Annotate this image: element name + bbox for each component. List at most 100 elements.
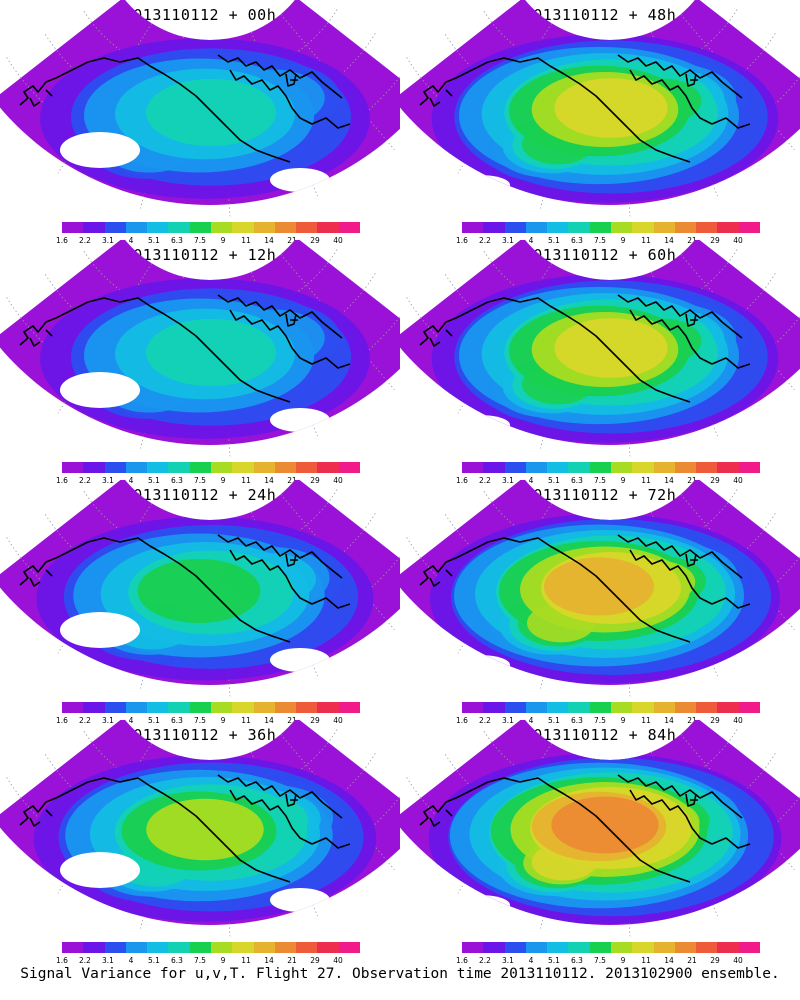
colorbar-tick-label: 6.3 xyxy=(571,956,583,965)
colorbar-tick-label: 5.1 xyxy=(148,956,160,965)
colorbar-tick-label: 5.1 xyxy=(548,956,560,965)
colorbar-swatch xyxy=(125,942,148,953)
colorbar-swatch xyxy=(296,222,318,233)
colorbar-tick-label: 4 xyxy=(528,476,534,485)
colorbar-swatch xyxy=(338,942,360,953)
colorbar-swatch xyxy=(696,222,718,233)
colorbar-tick-label: 9 xyxy=(620,956,626,965)
colorbar-tick-label: 40 xyxy=(333,236,343,245)
colorbar-swatch xyxy=(296,462,318,473)
colorbar-swatch xyxy=(338,462,360,473)
colorbar-swatch xyxy=(674,942,697,953)
colorbar-swatch xyxy=(674,222,697,233)
colorbar-swatch xyxy=(462,942,484,953)
colorbar-swatch xyxy=(232,942,254,953)
variance-contours xyxy=(431,34,779,203)
colorbar-swatch xyxy=(147,942,169,953)
colorbar-swatch xyxy=(104,222,126,233)
colorbar xyxy=(462,942,760,953)
colorbar-swatch xyxy=(62,222,84,233)
variance-contours xyxy=(428,752,782,925)
colorbar-tick-label: 40 xyxy=(333,956,343,965)
colorbar-tick-label: 6.3 xyxy=(171,716,183,725)
colorbar-tick-label: 2.2 xyxy=(79,476,91,485)
colorbar-swatch xyxy=(717,702,739,713)
colorbar-tick-label: 2.2 xyxy=(79,236,91,245)
map-panel: 2013110112 + 36h 1.6 2.2 3.1 4 5.1 6.3 7.5 9 11 14… xyxy=(0,720,400,965)
colorbar-tick-label: 4 xyxy=(528,716,534,725)
colorbar xyxy=(462,702,760,713)
coastlines xyxy=(419,54,751,163)
colorbar-tick-label: 3.1 xyxy=(102,236,114,245)
colorbar-tick-label: 29 xyxy=(310,476,320,485)
colorbar-swatch xyxy=(738,222,760,233)
colorbar-tick-label: 6.3 xyxy=(571,716,583,725)
colorbar-swatch xyxy=(125,222,148,233)
colorbar-tick-label: 3.1 xyxy=(102,716,114,725)
colorbar-swatch xyxy=(338,702,360,713)
colorbar-swatch xyxy=(717,222,739,233)
colorbar-swatch xyxy=(232,702,254,713)
colorbar-swatch xyxy=(462,462,484,473)
colorbar-swatch xyxy=(504,702,526,713)
coastlines xyxy=(419,294,751,403)
colorbar-tick-label: 29 xyxy=(710,956,720,965)
colorbar-swatch xyxy=(610,462,633,473)
colorbar-tick-label: 5.1 xyxy=(548,716,560,725)
colorbar-tick-label: 7.5 xyxy=(594,716,606,725)
colorbar-tick-label: 14 xyxy=(264,476,274,485)
colorbar-tick-label: 29 xyxy=(310,956,320,965)
colorbar-swatch xyxy=(610,702,633,713)
colorbar-swatch xyxy=(589,702,611,713)
coastlines xyxy=(19,774,351,883)
map-panel: 2013110112 + 84h 1.6 2.2 3.1 4 5.1 6.3 7.5 9 11 14… xyxy=(400,720,800,965)
colorbar-tick-label: 1.6 xyxy=(56,716,68,725)
colorbar-tick-label: 6.3 xyxy=(571,236,583,245)
colorbar-swatch xyxy=(547,222,569,233)
colorbar-ticks: 1.6 2.2 3.1 4 5.1 6.3 7.5 9 11 14 21 29 40 xyxy=(54,956,366,966)
colorbar-swatch xyxy=(338,222,360,233)
colorbar-tick-label: 11 xyxy=(641,956,651,965)
colorbar-tick-label: 7.5 xyxy=(194,956,206,965)
colorbar-swatch xyxy=(253,222,275,233)
colorbar-ticks: 1.6 2.2 3.1 4 5.1 6.3 7.5 9 11 14 21 29 40 xyxy=(54,236,366,246)
colorbar-swatch xyxy=(168,462,190,473)
colorbar-swatch xyxy=(589,462,611,473)
colorbar-swatch xyxy=(674,702,697,713)
colorbar-swatch xyxy=(483,702,505,713)
colorbar-tick-label: 14 xyxy=(264,956,274,965)
colorbar-swatch xyxy=(525,942,548,953)
colorbar-swatch xyxy=(738,462,760,473)
colorbar-swatch xyxy=(462,702,484,713)
colorbar-tick-label: 9 xyxy=(220,476,226,485)
colorbar-tick-label: 14 xyxy=(264,716,274,725)
colorbar-tick-label: 4 xyxy=(128,476,134,485)
colorbar-swatch xyxy=(504,462,526,473)
variance-contours xyxy=(431,274,779,443)
colorbar-swatch xyxy=(610,222,633,233)
colorbar xyxy=(62,942,360,953)
colorbar-tick-label: 3.1 xyxy=(502,236,514,245)
variance-map xyxy=(400,240,800,457)
colorbar-swatch xyxy=(632,462,654,473)
colorbar-tick-label: 7.5 xyxy=(594,236,606,245)
colorbar-swatch xyxy=(653,942,675,953)
colorbar-swatch xyxy=(125,702,148,713)
colorbar-tick-label: 7.5 xyxy=(194,236,206,245)
colorbar-swatch xyxy=(568,942,590,953)
colorbar-swatch xyxy=(232,222,254,233)
colorbar-swatch xyxy=(717,462,739,473)
colorbar-tick-label: 9 xyxy=(220,956,226,965)
colorbar-swatch xyxy=(168,222,190,233)
colorbar-tick-label: 1.6 xyxy=(456,476,468,485)
variance-map xyxy=(400,720,800,937)
colorbar-swatch xyxy=(483,222,505,233)
colorbar-tick-label: 14 xyxy=(664,956,674,965)
colorbar-tick-label: 2.2 xyxy=(479,476,491,485)
colorbar-tick-label: 6.3 xyxy=(171,236,183,245)
colorbar-tick-label: 14 xyxy=(264,236,274,245)
colorbar-swatch xyxy=(589,942,611,953)
colorbar-ticks: 1.6 2.2 3.1 4 5.1 6.3 7.5 9 11 14 21 29 40 xyxy=(454,956,766,966)
map-panel: 2013110112 + 00h 1.6 2.2 3.1 4 5.1 6.3 7.5 9 11 14… xyxy=(0,0,400,245)
coastlines xyxy=(419,534,751,643)
